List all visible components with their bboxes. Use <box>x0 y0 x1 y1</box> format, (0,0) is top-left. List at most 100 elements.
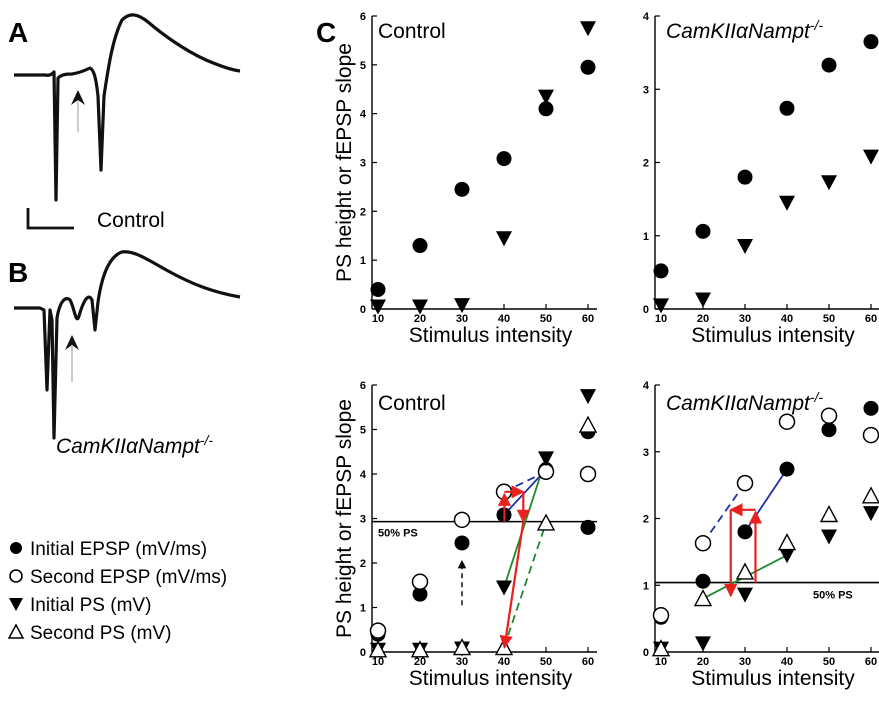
point-second-epsp <box>694 534 712 552</box>
point-initial-ps <box>821 175 837 191</box>
y-tick-label: 3 <box>360 514 366 526</box>
point-initial-ps <box>580 389 596 405</box>
point-initial-epsp <box>695 223 711 239</box>
point-initial-ps <box>454 298 470 314</box>
chart-title: CamKIIαNampt-/- <box>666 389 823 415</box>
x-tick-label: 30 <box>739 656 751 668</box>
point-initial-ps <box>370 299 386 315</box>
point-second-epsp <box>652 607 670 624</box>
y-tick-label: 4 <box>643 11 650 23</box>
point-second-epsp <box>369 622 387 639</box>
point-initial-ps <box>412 299 428 315</box>
y-tick-label: 2 <box>360 206 366 218</box>
point-second-ps <box>819 505 839 523</box>
point-initial-ps <box>538 89 554 105</box>
open-circle-icon <box>9 569 23 583</box>
y-tick-label: 4 <box>360 109 367 121</box>
x-tick-label: 40 <box>781 313 793 325</box>
x-tick-label: 30 <box>456 656 468 668</box>
point-initial-ps <box>538 451 554 467</box>
point-second-ps <box>861 486 879 504</box>
svg-text:Initial EPSP (mV/ms): Initial EPSP (mV/ms) <box>30 539 207 560</box>
point-initial-epsp <box>412 586 428 602</box>
y-axis-label: PS height or fEPSP slope <box>333 43 356 282</box>
y-axis-label: PS height or fEPSP slope <box>333 399 356 638</box>
panel-label-c: C <box>316 17 336 48</box>
x-axis-label: Stimulus intensity <box>409 324 573 347</box>
point-initial-ps <box>653 298 669 314</box>
x-tick-label: 10 <box>372 313 384 325</box>
filled-triangle-down-icon <box>9 598 23 611</box>
point-initial-epsp <box>821 57 837 73</box>
chart-title: Control <box>378 20 446 43</box>
x-axis-label: Stimulus intensity <box>409 667 573 690</box>
point-initial-ps <box>863 506 879 522</box>
trend-line <box>503 458 547 588</box>
y-tick-label: 2 <box>643 514 649 526</box>
point-second-epsp <box>820 407 838 424</box>
point-initial-epsp <box>538 101 554 117</box>
point-second-epsp <box>736 474 754 492</box>
x-tick-label: 60 <box>582 656 594 668</box>
legend-item-second-epsp: Second EPSP (mV/ms) <box>9 567 227 588</box>
y-tick-label: 3 <box>643 447 649 459</box>
trace-b-label: CamKIIαNampt-/- <box>56 432 213 458</box>
point-second-ps <box>693 589 713 607</box>
chart-control-bottom: 0 1 2 3 4 5 6 10 20 30 40 50 60 Stimulus intensity PS … <box>333 380 598 690</box>
point-initial-ps <box>821 529 837 545</box>
point-initial-epsp <box>454 535 470 551</box>
x-tick-label: 30 <box>739 313 751 325</box>
y-tick-label: 1 <box>360 603 366 615</box>
point-initial-ps <box>737 587 753 603</box>
point-initial-ps <box>779 195 795 211</box>
point-initial-ps <box>695 636 711 652</box>
x-axis-label: Stimulus intensity <box>691 324 855 347</box>
point-initial-ps <box>863 149 879 165</box>
y-tick-label: 0 <box>643 647 649 659</box>
point-second-epsp <box>579 465 597 483</box>
half-ps-label: 50% PS <box>378 528 418 540</box>
chart-control-top: 0 1 2 3 4 5 6 10 20 30 40 50 60 Stimulus intensity PS … <box>333 11 597 347</box>
y-tick-label: 1 <box>643 580 649 592</box>
legend: Initial EPSP (mV/ms) Second EPSP (mV/ms)… <box>7 539 227 644</box>
point-initial-epsp <box>695 573 711 589</box>
point-initial-epsp <box>863 400 879 416</box>
chart-title: Control <box>378 392 446 415</box>
x-tick-label: 40 <box>498 313 510 325</box>
x-tick-label: 50 <box>540 656 552 668</box>
y-tick-label: 2 <box>643 158 649 170</box>
point-initial-ps <box>695 292 711 308</box>
x-tick-label: 60 <box>582 313 594 325</box>
y-tick-label: 1 <box>643 231 649 243</box>
point-second-ps <box>368 640 388 658</box>
point-initial-ps <box>496 580 512 596</box>
svg-text:Initial PS (mV): Initial PS (mV) <box>30 595 151 616</box>
point-second-ps <box>578 415 598 433</box>
trace-a: Control <box>14 13 241 232</box>
filled-circle-icon <box>10 542 22 554</box>
x-tick-label: 20 <box>414 656 426 668</box>
chart-knockout-bottom: 0 1 2 3 4 10 20 30 40 50 60 Stimulus intensity CamKI… <box>643 380 879 690</box>
y-tick-label: 4 <box>643 380 650 392</box>
x-tick-label: 30 <box>456 313 468 325</box>
y-tick-label: 0 <box>360 304 366 316</box>
chart-knockout-top: 0 1 2 3 4 10 20 30 40 50 60 Stimulus intensity CamKI… <box>643 11 879 347</box>
y-tick-label: 3 <box>643 84 649 96</box>
x-tick-label: 20 <box>697 656 709 668</box>
y-tick-label: 6 <box>360 11 366 23</box>
point-initial-ps <box>496 231 512 247</box>
x-tick-label: 40 <box>781 656 793 668</box>
panel-label-a: A <box>8 17 28 48</box>
point-second-ps <box>452 638 472 656</box>
x-tick-label: 60 <box>865 656 877 668</box>
y-tick-label: 6 <box>360 380 366 392</box>
point-initial-epsp <box>737 169 753 185</box>
x-tick-label: 20 <box>697 313 709 325</box>
trace-a-label: Control <box>97 209 165 232</box>
x-tick-label: 10 <box>655 313 667 325</box>
x-tick-label: 50 <box>823 313 835 325</box>
y-tick-label: 1 <box>360 255 366 267</box>
half-ps-label: 50% PS <box>813 590 853 602</box>
chart-title: CamKIIαNampt-/- <box>666 17 823 43</box>
